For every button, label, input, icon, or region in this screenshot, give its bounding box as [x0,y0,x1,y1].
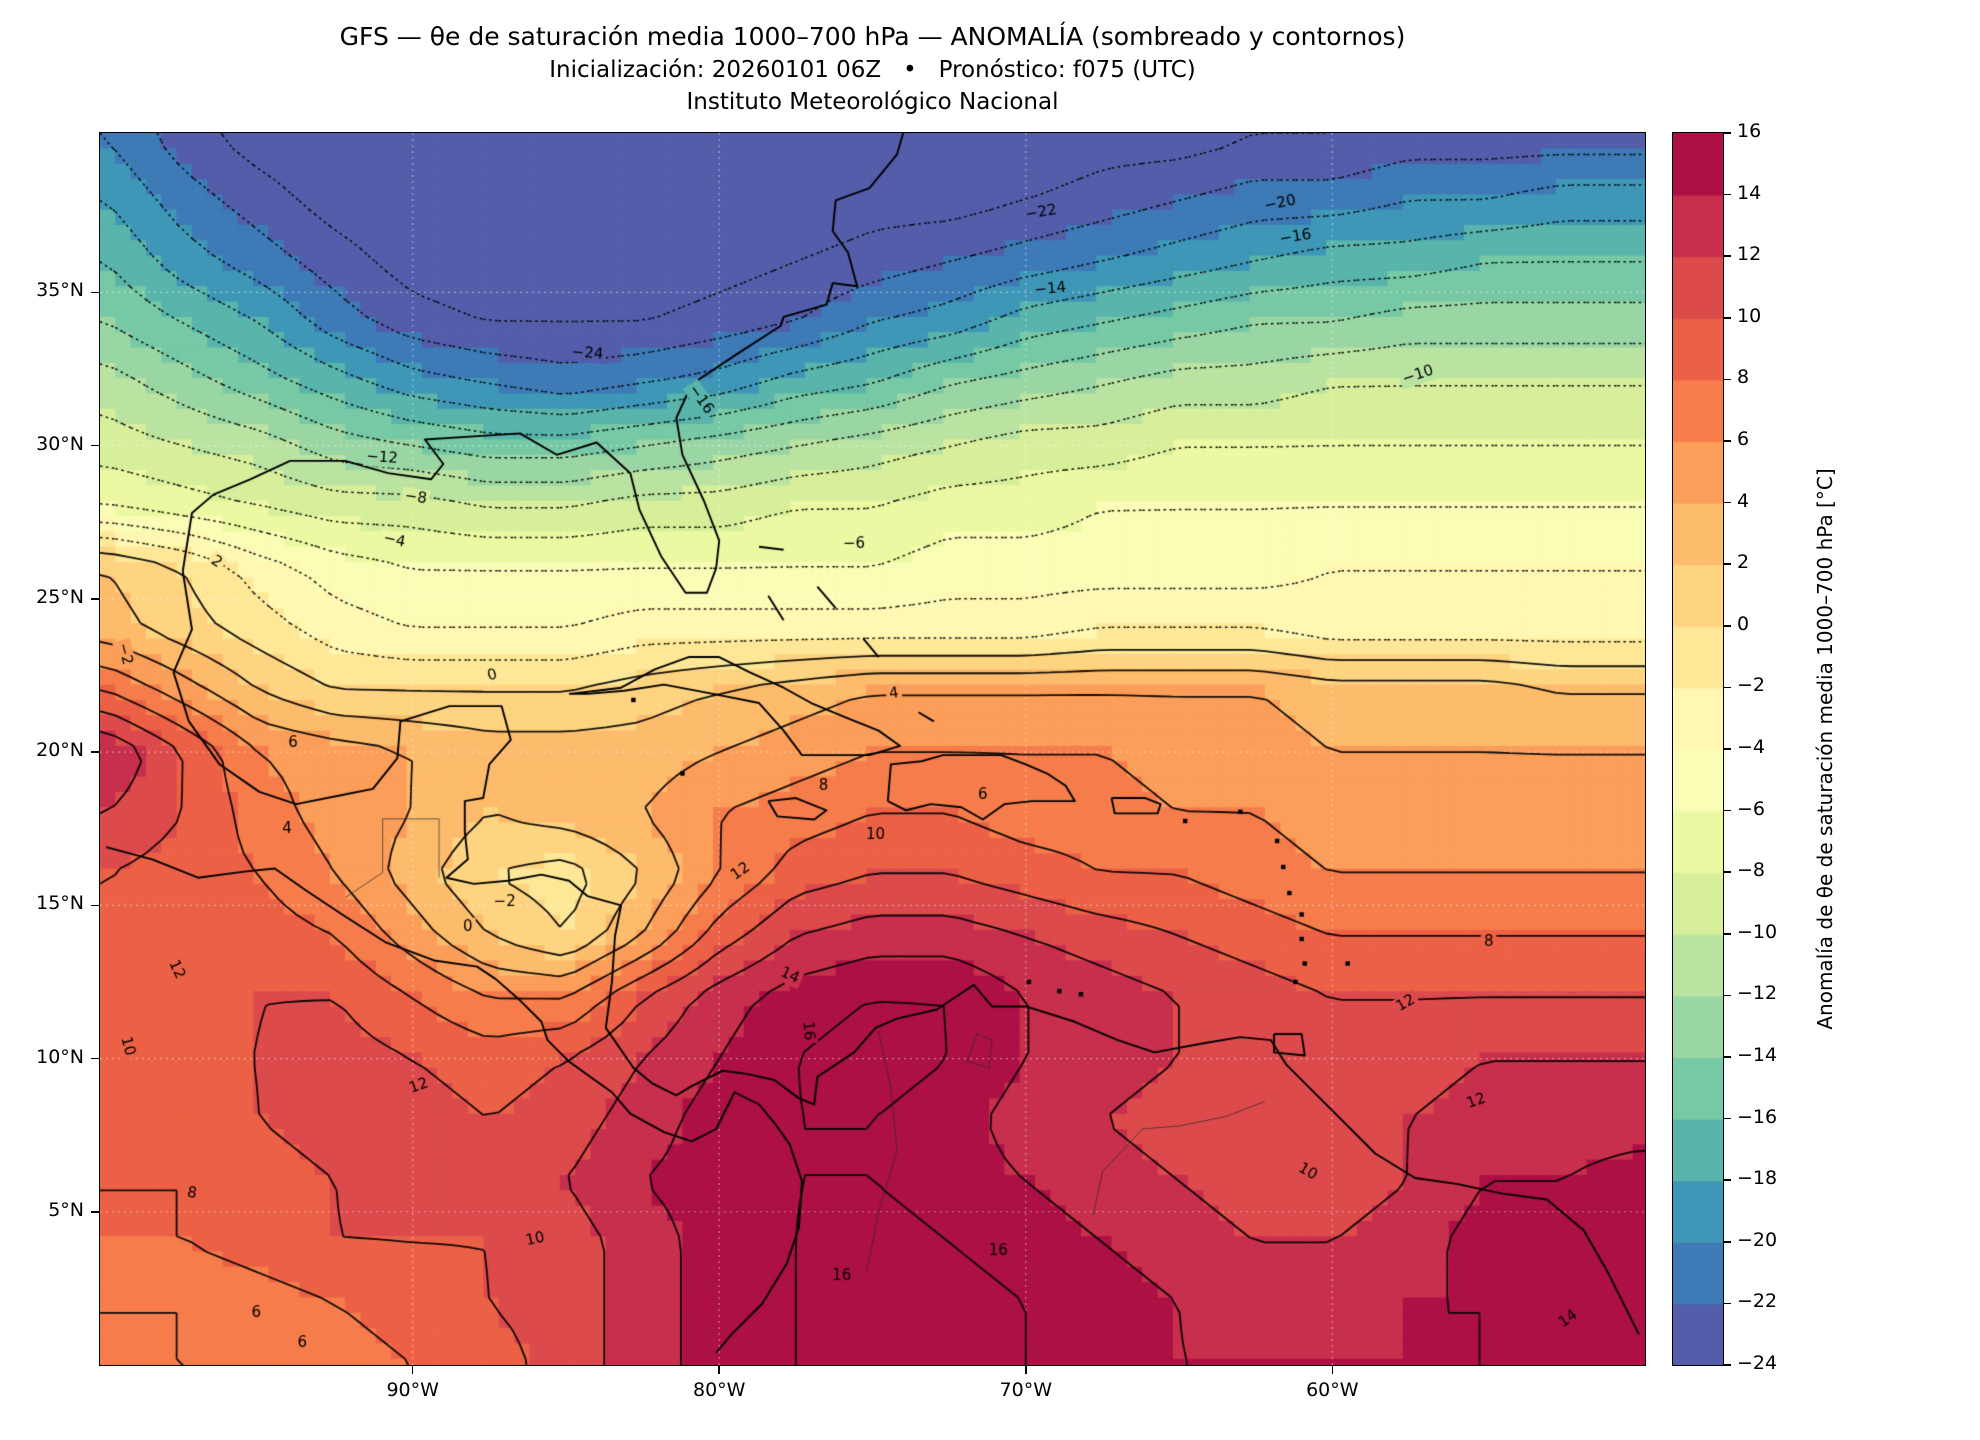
colorbar-tick-mark [1723,1179,1731,1181]
y-tick-label: 30°N [36,432,84,455]
chart-title: GFS — θe de saturación media 1000–700 hP… [339,22,1406,51]
colorbar-tick-mark [1723,255,1731,257]
colorbar-tick-label: −24 [1737,1352,1778,1374]
colorbar-tick-mark [1723,994,1731,997]
colorbar-tick-mark [1723,625,1731,627]
y-tick-mark [91,904,100,907]
colorbar-tick-mark [1723,193,1731,196]
colorbar-tick-mark [1723,748,1731,750]
institution-name: Instituto Meteorológico Nacional [686,89,1059,115]
colorbar-tick-label: −16 [1737,1105,1778,1128]
colorbar-tick-label: −10 [1737,920,1778,943]
colorbar-tick-mark [1723,317,1731,319]
y-tick-mark [91,291,100,294]
colorbar-tick-mark [1723,1241,1731,1243]
colorbar-label: Anomalía de θe de saturación media 1000–… [1813,468,1837,1030]
colorbar-tick-label: 10 [1737,304,1762,327]
colorbar-tick-mark [1723,933,1731,935]
x-tick-mark [718,1365,720,1374]
title-block: GFS — θe de saturación media 1000–700 hP… [100,20,1645,118]
colorbar-tick-label: −6 [1737,797,1766,820]
y-tick-mark [91,1211,100,1213]
colorbar-tick-mark [1723,686,1731,689]
y-tick-mark [91,751,100,753]
y-tick-label: 5°N [48,1198,84,1221]
colorbar-tick-label: −14 [1737,1044,1778,1066]
colorbar-tick-label: 6 [1737,428,1750,450]
colorbar-tick-mark [1723,440,1731,442]
colorbar-tick-mark [1723,1056,1731,1058]
colorbar-tick-label: −12 [1737,982,1778,1005]
colorbar-tick-mark [1723,871,1731,873]
colorbar-tick-label: −18 [1737,1167,1778,1190]
colorbar-tick-label: −22 [1737,1290,1778,1313]
colorbar-tick-mark [1723,1364,1731,1366]
colorbar-tick-mark [1723,1117,1731,1120]
colorbar-tick-label: 12 [1737,243,1762,266]
colorbar-tick-label: −2 [1737,674,1766,697]
colorbar-canvas [1673,133,1723,1365]
map-canvas [100,133,1645,1365]
colorbar-tick-label: 16 [1737,120,1762,142]
colorbar-tick-mark [1723,809,1731,812]
colorbar-tick-label: −4 [1737,736,1766,758]
colorbar-tick-mark [1723,563,1731,565]
y-tick-label: 20°N [36,739,84,762]
y-tick-label: 35°N [36,279,84,302]
x-tick-mark [411,1365,414,1374]
chart-subtitle: Inicialización: 20260101 06Z • Pronóstic… [549,57,1196,83]
colorbar-tick-mark [1723,1302,1731,1305]
colorbar-tick-label: −8 [1737,859,1766,882]
colorbar-tick-label: −20 [1737,1228,1778,1251]
y-tick-label: 25°N [36,585,84,608]
x-tick-label: 90°W [386,1379,439,1401]
x-tick-label: 70°W [999,1379,1052,1401]
colorbar-tick-label: 14 [1737,181,1762,204]
colorbar-tick-mark [1723,378,1731,381]
colorbar-tick-label: 2 [1737,551,1750,574]
y-tick-mark [91,444,100,447]
y-tick-label: 10°N [36,1045,84,1068]
y-tick-mark [91,1057,100,1060]
colorbar-tick-label: 0 [1737,612,1750,635]
x-tick-mark [1331,1365,1334,1374]
x-tick-label: 60°W [1306,1379,1359,1401]
colorbar-tick-mark [1723,501,1731,504]
colorbar-tick-label: 4 [1737,489,1750,512]
x-tick-mark [1025,1365,1027,1374]
x-tick-label: 80°W [692,1379,746,1401]
colorbar-tick-mark [1723,132,1731,134]
colorbar-tick-label: 8 [1737,366,1750,389]
y-tick-mark [91,598,100,600]
y-tick-label: 15°N [36,892,84,915]
